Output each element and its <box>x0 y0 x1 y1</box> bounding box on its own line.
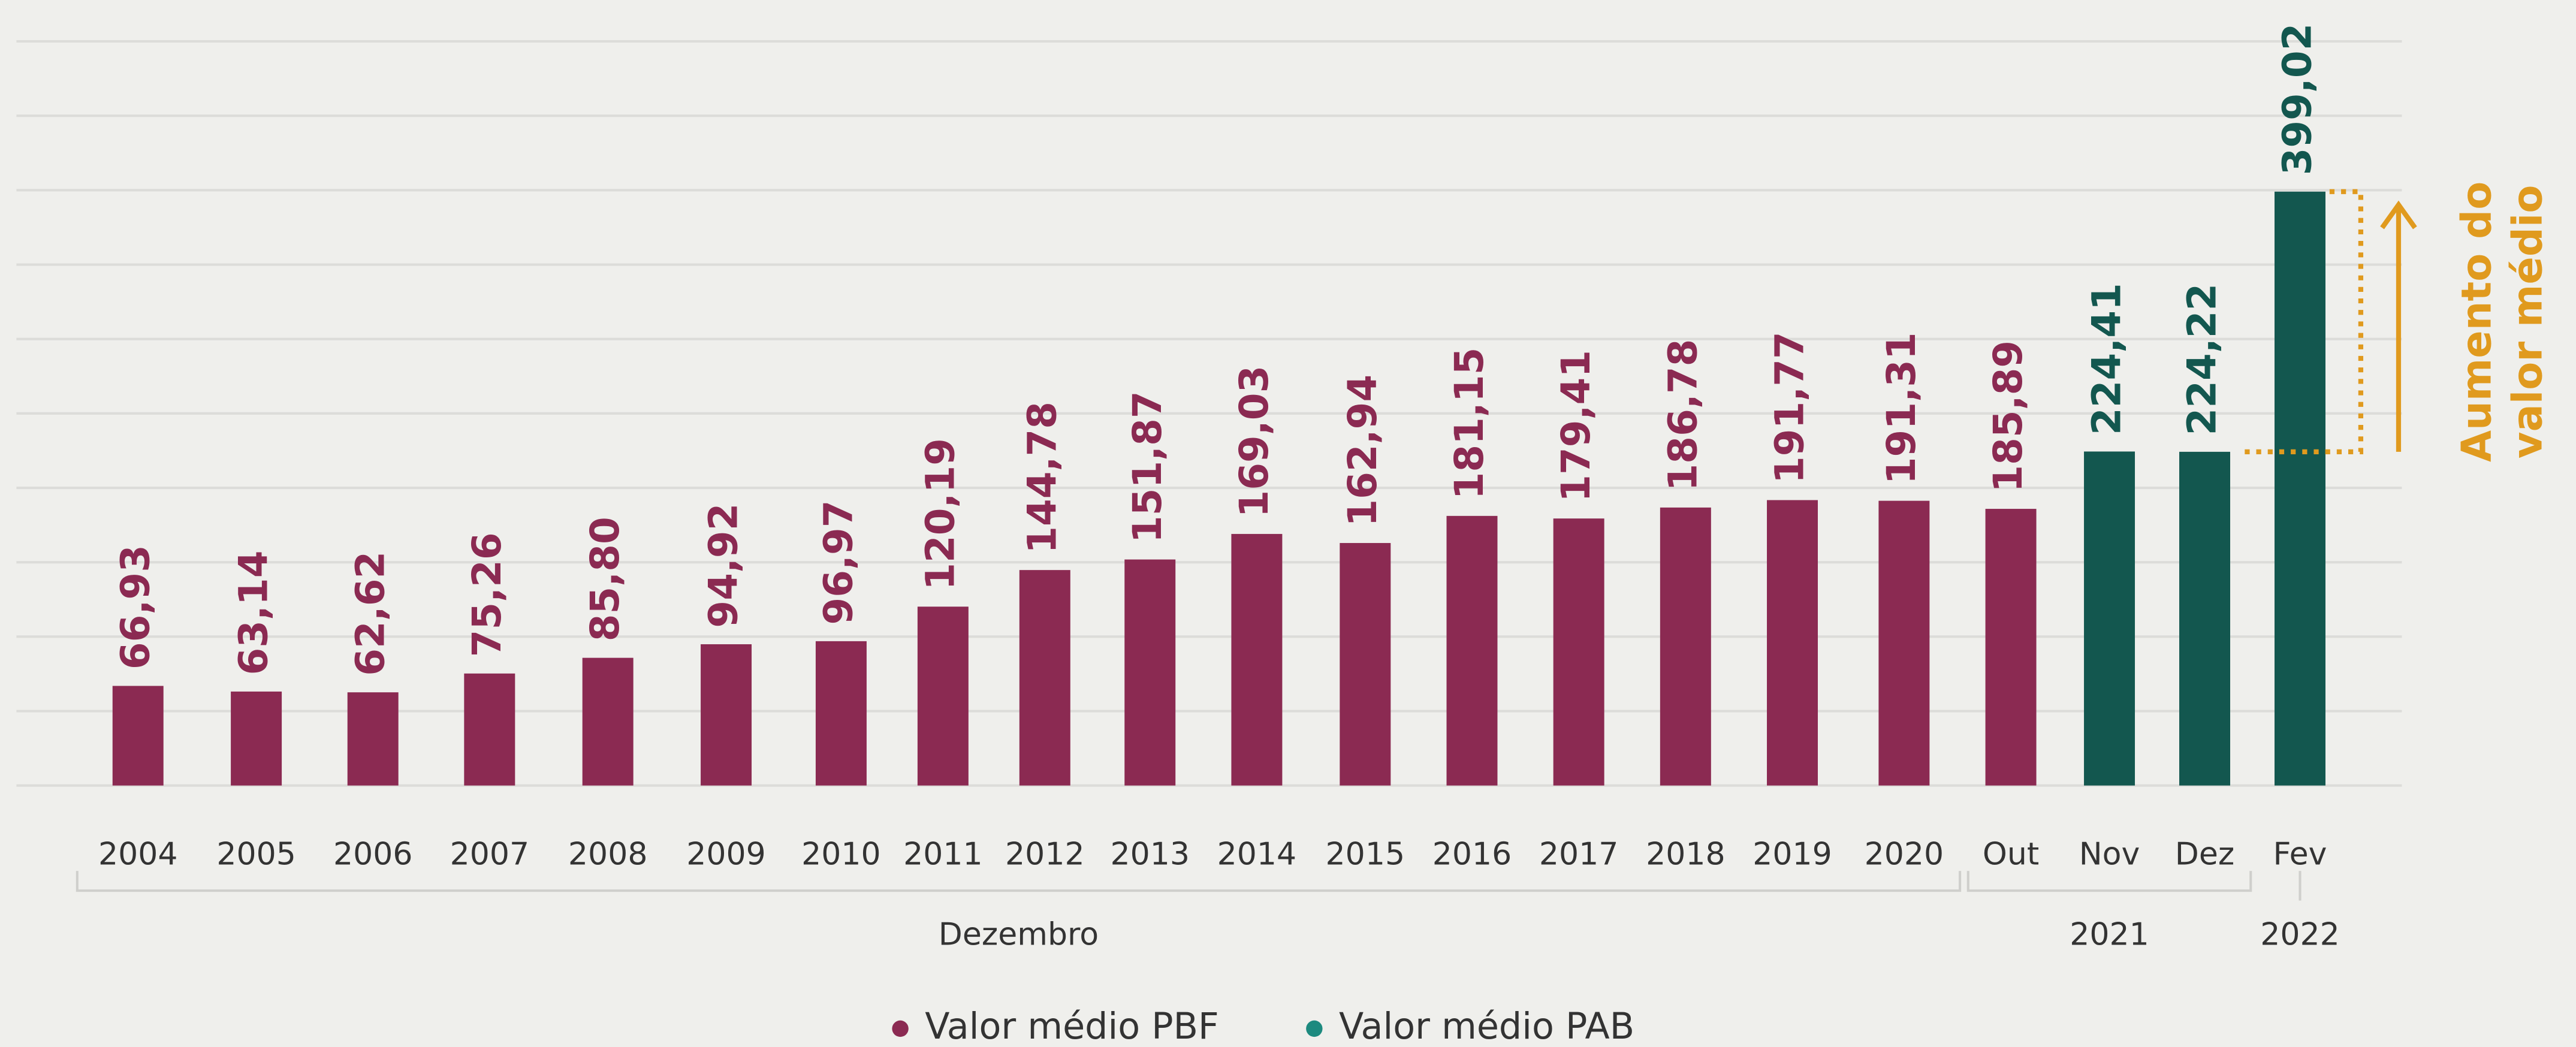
x-tick-label: 2016 <box>1432 836 1512 872</box>
value-label: 186,78 <box>1660 339 1706 491</box>
bar <box>815 641 867 786</box>
x-tick-label: 2014 <box>1217 836 1297 872</box>
x-tick-label: Out <box>1983 836 2039 872</box>
x-tick-label: 2020 <box>1865 836 1944 872</box>
x-tick-label: 2009 <box>686 836 766 872</box>
bar <box>582 657 634 786</box>
value-label: 63,14 <box>231 550 277 675</box>
bar <box>231 691 282 786</box>
value-label: 85,80 <box>582 517 628 641</box>
value-label: 399,02 <box>2275 23 2321 176</box>
x-tick-label: 2005 <box>216 836 296 872</box>
group-label: 2022 <box>2260 917 2340 953</box>
value-label: 179,41 <box>1553 350 1599 502</box>
x-tick-label: 2018 <box>1646 836 1726 872</box>
bar <box>1985 509 2037 786</box>
value-label: 181,15 <box>1446 348 1492 500</box>
group-label: 2021 <box>2070 917 2149 953</box>
value-label: 75,26 <box>464 532 510 657</box>
bar <box>1019 570 1070 786</box>
bar <box>2084 451 2135 786</box>
bar <box>464 673 515 786</box>
annotation: valor médio <box>2503 185 2551 459</box>
bar <box>1446 515 1498 786</box>
group-bracket <box>76 871 2252 892</box>
bar <box>1878 500 1930 786</box>
x-tick-label: 2019 <box>1752 836 1832 872</box>
bar <box>112 686 164 786</box>
value-label: 224,41 <box>2084 283 2130 435</box>
group-label: Dezembro <box>939 917 1099 953</box>
value-label: 185,89 <box>1985 340 2031 493</box>
value-label: 162,94 <box>1340 375 1386 527</box>
value-label: 224,22 <box>2179 283 2225 436</box>
value-label: 66,93 <box>112 545 158 669</box>
value-label: 62,62 <box>347 551 393 676</box>
legend-label: Valor médio PAB <box>1339 1006 1634 1047</box>
x-tick-label: 2007 <box>450 836 530 872</box>
bar <box>2179 451 2231 786</box>
bar <box>1340 543 1391 786</box>
x-tick-label: Fev <box>2273 836 2327 872</box>
x-tick-label: 2010 <box>801 836 881 872</box>
x-tick-label: 2008 <box>568 836 648 872</box>
annotation-arrowhead <box>2380 200 2417 230</box>
x-tick-label: Nov <box>2079 836 2140 872</box>
x-tick-label: 2017 <box>1539 836 1619 872</box>
bar <box>701 644 752 786</box>
value-label: 151,87 <box>1124 391 1171 543</box>
x-tick-label: 2012 <box>1005 836 1085 872</box>
x-tick-label: 2011 <box>903 836 983 872</box>
bar <box>1553 518 1604 786</box>
value-label: 144,78 <box>1019 402 1065 554</box>
value-label: 191,31 <box>1878 332 1925 484</box>
annotation: Aumento do <box>2453 182 2500 462</box>
x-tick-label: 2015 <box>1326 836 1405 872</box>
bar <box>1660 507 1711 786</box>
x-tick-label: Dez <box>2175 836 2234 872</box>
bar <box>347 692 399 786</box>
annotation-bracket <box>2242 189 2364 454</box>
x-tick-label: 2004 <box>98 836 178 872</box>
x-tick-label: 2013 <box>1110 836 1190 872</box>
bar <box>2275 191 2325 786</box>
value-label: 96,97 <box>815 500 861 624</box>
bar <box>917 607 969 786</box>
legend-marker <box>1306 1020 1323 1037</box>
legend-marker <box>892 1020 909 1037</box>
bar <box>1767 500 1818 786</box>
value-label: 94,92 <box>701 503 747 628</box>
bar <box>1231 533 1283 786</box>
value-label: 191,77 <box>1767 331 1813 484</box>
value-label: 169,03 <box>1231 366 1277 518</box>
x-tick-label: 2006 <box>333 836 413 872</box>
value-label: 120,19 <box>917 438 963 590</box>
bar <box>1124 559 1176 786</box>
legend-label: Valor médio PBF <box>925 1006 1218 1047</box>
